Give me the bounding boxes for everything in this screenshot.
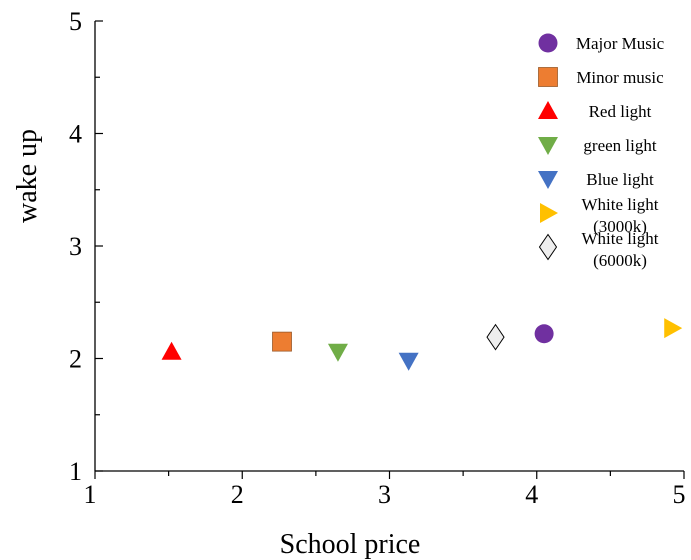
- legend-label-line: Blue light: [586, 170, 654, 189]
- legend-marker: [538, 101, 558, 119]
- legend-label-line: Red light: [589, 102, 652, 121]
- legend-label-line: White light: [582, 229, 659, 248]
- y-tick-label: 4: [69, 120, 82, 149]
- data-point: [534, 324, 554, 344]
- legend-label-line: (3000k): [593, 217, 647, 236]
- data-point: [272, 331, 292, 352]
- y-axis-ticks: 1 2 3 4 5: [69, 7, 103, 486]
- y-tick-label: 5: [69, 7, 82, 36]
- legend-marker: [538, 137, 558, 155]
- y-tick-label: 2: [69, 345, 82, 374]
- x-tick-label: 5: [673, 480, 686, 509]
- x-axis-ticks: 1 2 3 4 5: [84, 471, 686, 509]
- x-tick-label: 2: [231, 480, 244, 509]
- x-tick-label: 1: [84, 480, 97, 509]
- legend-label-line: green light: [583, 136, 656, 155]
- legend-label-line: (6000k): [593, 251, 647, 270]
- legend-label-line: Major Music: [576, 34, 665, 53]
- legend-marker: [538, 233, 558, 261]
- x-axis-title: School price: [280, 529, 421, 560]
- legend-marker: [540, 203, 558, 223]
- data-point: [398, 352, 419, 371]
- legend-label: Red light: [589, 102, 652, 121]
- legend-label: White light (3000k): [582, 195, 659, 236]
- legend-label: green light: [583, 136, 656, 155]
- legend-label-line: Minor music: [576, 68, 664, 87]
- data-point: [664, 318, 683, 339]
- data-point: [327, 343, 348, 362]
- legend-label-line: White light: [582, 195, 659, 214]
- y-axis-title: wake up: [12, 129, 43, 223]
- legend-label: Minor music: [576, 68, 664, 87]
- data-point: [161, 341, 182, 360]
- x-tick-label: 4: [525, 480, 538, 509]
- data-points: [161, 318, 683, 371]
- legend-label: Blue light: [586, 170, 654, 189]
- x-tick-label: 3: [378, 480, 391, 509]
- legend: Major Music Minor music Red light green lig…: [538, 33, 665, 270]
- legend-marker: [538, 171, 558, 189]
- legend-marker: [538, 33, 558, 53]
- legend-label: White light (6000k): [582, 229, 659, 270]
- y-tick-label: 1: [69, 457, 82, 486]
- legend-label: Major Music: [576, 34, 665, 53]
- legend-marker: [538, 67, 558, 87]
- y-tick-label: 3: [69, 232, 82, 261]
- data-point: [486, 323, 505, 351]
